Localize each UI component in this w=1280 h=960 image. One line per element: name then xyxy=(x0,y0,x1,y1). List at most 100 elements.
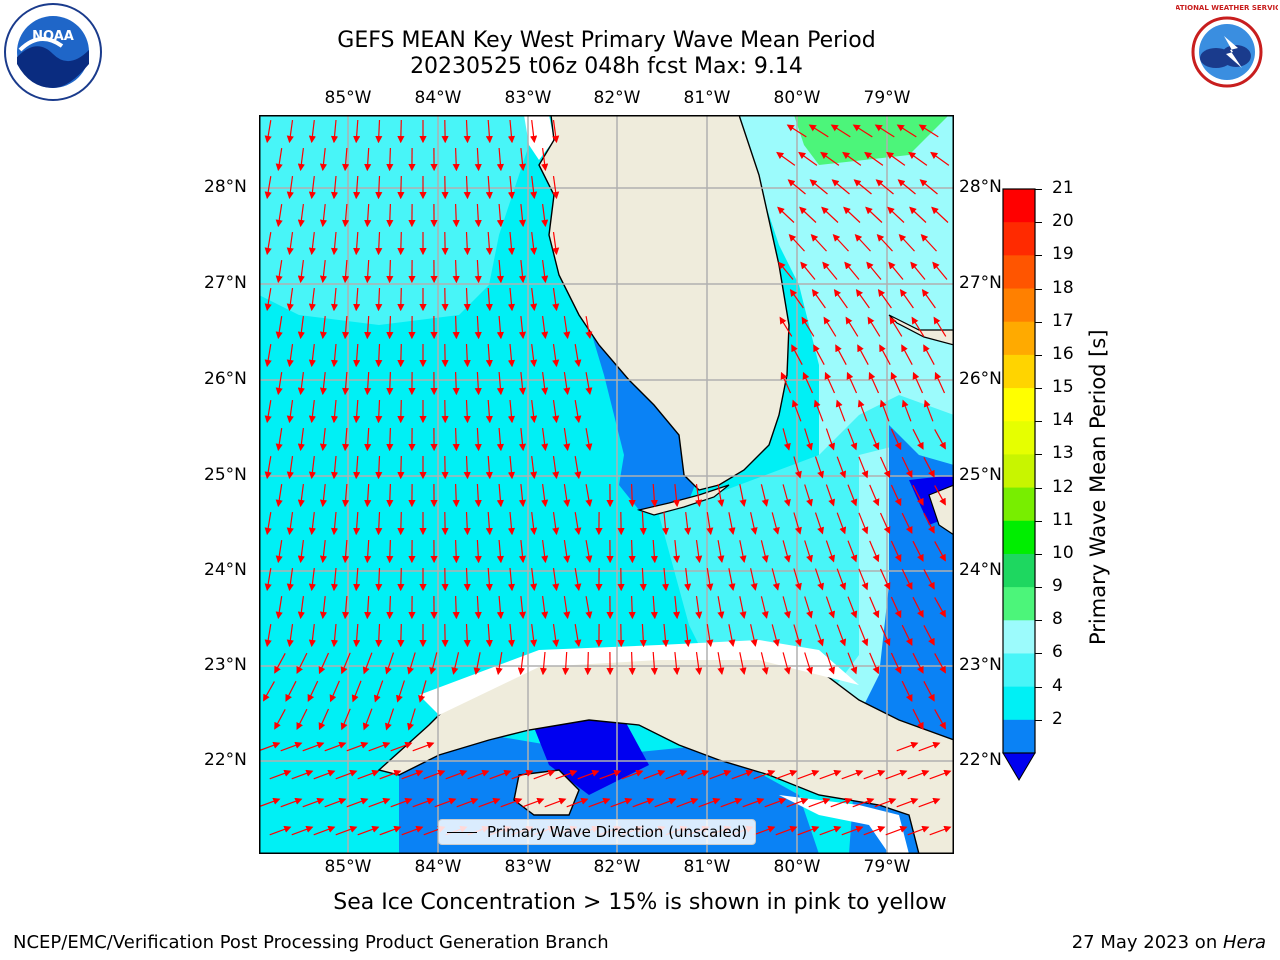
wave-direction-arrow xyxy=(297,484,305,508)
wave-direction-arrow xyxy=(397,287,405,312)
wave-direction-arrow xyxy=(342,427,350,452)
wave-direction-arrow xyxy=(753,825,776,836)
wave-direction-arrow xyxy=(923,399,934,422)
wave-direction-arrow xyxy=(865,206,883,223)
wave-direction-arrow xyxy=(847,652,858,675)
wave-direction-arrow xyxy=(918,797,941,808)
wave-direction-arrow xyxy=(353,287,361,312)
wave-direction-arrow xyxy=(923,625,935,646)
wave-direction-arrow xyxy=(920,234,937,252)
chart-title-line2: 20230525 t06z 048h fcst Max: 9.14 xyxy=(410,54,803,79)
wave-direction-arrow xyxy=(418,680,427,703)
wave-direction-arrow xyxy=(485,567,493,592)
wave-direction-arrow xyxy=(643,769,666,780)
wave-direction-arrow xyxy=(308,624,316,648)
wave-direction-arrow xyxy=(364,203,372,228)
wave-direction-arrow xyxy=(474,595,482,620)
wave-direction-arrow xyxy=(793,568,802,591)
wave-direction-arrow xyxy=(717,596,725,619)
wave-direction-arrow xyxy=(858,512,869,535)
wave-direction-arrow xyxy=(912,652,924,674)
wave-direction-arrow xyxy=(342,595,350,620)
wave-direction-arrow xyxy=(854,234,871,252)
wave-direction-arrow xyxy=(890,596,902,619)
wave-direction-arrow xyxy=(319,316,328,340)
wave-direction-arrow xyxy=(507,511,516,536)
chart-title-line1: GEFS MEAN Key West Primary Wave Mean Per… xyxy=(337,28,876,53)
wave-direction-arrow xyxy=(814,512,824,535)
wave-direction-arrow xyxy=(908,151,928,166)
wave-direction-arrow xyxy=(585,540,593,563)
wave-direction-arrow xyxy=(857,399,868,422)
wave-direction-arrow xyxy=(286,344,294,368)
wave-direction-arrow xyxy=(858,568,869,591)
wave-direction-arrow xyxy=(318,708,330,731)
wave-direction-arrow xyxy=(918,124,939,138)
wave-direction-arrow xyxy=(275,204,283,228)
wave-direction-arrow xyxy=(386,259,394,284)
wave-direction-arrow xyxy=(296,652,308,674)
wave-direction-arrow xyxy=(330,175,339,200)
wave-direction-arrow xyxy=(921,289,936,309)
wave-direction-arrow xyxy=(396,680,405,703)
wave-direction-arrow xyxy=(463,455,471,480)
wave-direction-arrow xyxy=(397,231,405,256)
wave-direction-arrow xyxy=(552,288,560,312)
colorbar-tick-mark xyxy=(1035,189,1042,190)
wave-direction-arrow xyxy=(386,427,394,452)
wave-direction-arrow xyxy=(628,483,636,508)
wave-direction-arrow xyxy=(297,260,305,284)
lat-label-right: 25°N xyxy=(959,465,1002,485)
wave-direction-arrow xyxy=(386,595,394,620)
wave-direction-arrow xyxy=(934,597,946,618)
colorbar-tick-mark xyxy=(1035,288,1042,290)
wave-direction-arrow xyxy=(771,512,780,535)
wave-direction-arrow xyxy=(397,343,405,368)
wave-direction-arrow xyxy=(485,455,493,480)
wave-direction-arrow xyxy=(886,151,906,166)
colorbar-block xyxy=(1003,553,1035,588)
wave-direction-arrow xyxy=(340,708,351,731)
wave-direction-arrow xyxy=(782,540,791,563)
wave-direction-arrow xyxy=(782,484,791,507)
wave-direction-arrow xyxy=(263,681,275,702)
wave-direction-arrow xyxy=(496,595,504,620)
wave-direction-arrow xyxy=(319,204,328,228)
colorbar-tick-label: 6 xyxy=(1052,642,1063,663)
wave-direction-arrow xyxy=(364,595,372,620)
wave-direction-arrow xyxy=(496,203,504,228)
colorbar-block xyxy=(1003,354,1035,389)
wave-direction-arrow xyxy=(386,315,394,340)
wave-direction-arrow xyxy=(530,400,538,424)
wave-direction-arrow xyxy=(379,769,402,780)
wave-direction-arrow xyxy=(835,344,847,365)
wave-direction-arrow xyxy=(831,179,850,195)
nws-logo-text: NATIONAL WEATHER SERVICE xyxy=(1176,4,1278,12)
wave-direction-arrow xyxy=(302,741,325,752)
lon-label-bottom: 82°W xyxy=(593,857,641,877)
wave-direction-arrow xyxy=(452,371,460,396)
wave-direction-arrow xyxy=(709,769,732,780)
wave-direction-arrow xyxy=(452,595,460,620)
colorbar-tick-label: 20 xyxy=(1052,211,1074,232)
wave-direction-arrow xyxy=(684,624,692,648)
wave-direction-arrow xyxy=(386,371,394,396)
wave-direction-arrow xyxy=(901,680,913,702)
wave-direction-arrow xyxy=(929,769,952,780)
wave-direction-arrow xyxy=(552,344,560,368)
wave-direction-arrow xyxy=(869,540,880,563)
wave-direction-arrow xyxy=(385,652,395,675)
wave-direction-arrow xyxy=(684,512,692,536)
wave-direction-arrow xyxy=(566,797,589,808)
wave-direction-arrow xyxy=(869,652,880,675)
wave-direction-arrow xyxy=(269,769,292,780)
wave-direction-arrow xyxy=(452,147,460,172)
wave-direction-arrow xyxy=(877,289,892,309)
wave-direction-arrow xyxy=(923,681,935,702)
wave-direction-arrow xyxy=(452,315,460,340)
wave-direction-arrow xyxy=(717,484,725,507)
wave-direction-arrow xyxy=(308,288,316,312)
wave-direction-arrow xyxy=(297,204,305,228)
wave-direction-arrow xyxy=(507,343,516,368)
wave-direction-arrow xyxy=(923,344,935,365)
